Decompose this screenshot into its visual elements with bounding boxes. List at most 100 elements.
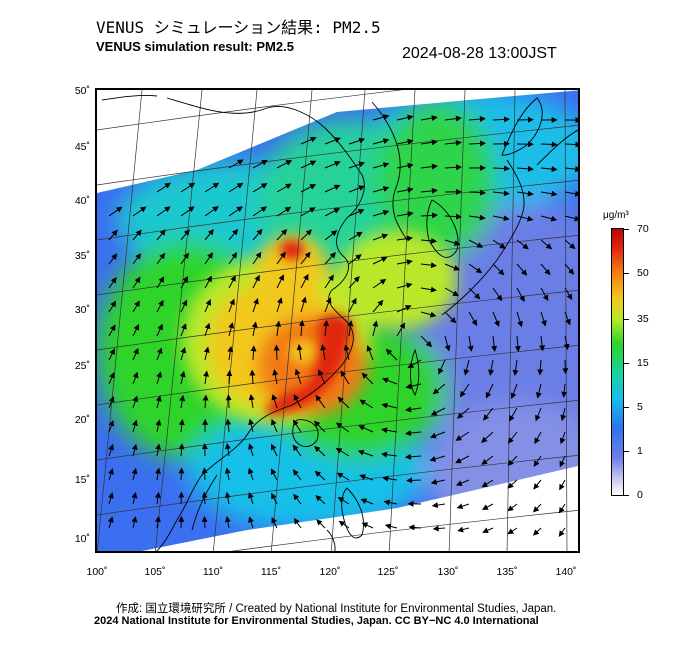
wind-arrow xyxy=(539,335,546,352)
wind-arrow xyxy=(559,431,566,445)
wind-arrow xyxy=(270,468,278,481)
wind-arrow xyxy=(338,520,350,529)
wind-arrow xyxy=(468,116,486,123)
wind-arrow xyxy=(560,407,567,422)
wind-arrow xyxy=(179,394,186,409)
wind-arrow xyxy=(314,445,326,457)
wind-arrow xyxy=(300,160,317,169)
wind-arrow xyxy=(533,455,542,467)
wind-arrow xyxy=(508,407,518,422)
wind-arrow xyxy=(156,371,162,385)
lat-label-15: 15˚ xyxy=(74,474,90,486)
wind-arrow xyxy=(293,394,302,409)
lat-label-45: 45˚ xyxy=(74,141,90,153)
wind-arrow xyxy=(382,377,398,385)
wind-arrow xyxy=(467,335,474,352)
wind-arrow xyxy=(252,274,260,289)
wind-arrow xyxy=(507,455,518,467)
wind-arrow xyxy=(537,359,544,376)
wind-arrow xyxy=(372,186,390,193)
wind-arrow xyxy=(507,479,518,489)
wind-arrow xyxy=(228,322,235,337)
wind-arrow xyxy=(132,206,147,217)
wind-arrow xyxy=(336,472,350,481)
wind-arrow xyxy=(226,370,233,385)
wind-arrow xyxy=(359,399,374,409)
wind-arrow xyxy=(180,346,187,361)
copyright-line: 2024 National Institute for Environmenta… xyxy=(94,615,539,627)
wind-arrow xyxy=(108,276,117,289)
wind-arrow xyxy=(396,138,414,145)
wind-arrow xyxy=(201,467,208,481)
wind-arrow xyxy=(248,394,255,409)
wind-arrow xyxy=(335,447,350,457)
wind-arrow xyxy=(558,527,566,537)
wind-arrow xyxy=(132,300,140,313)
wind-arrow xyxy=(180,206,195,217)
wind-arrow xyxy=(156,252,166,265)
wind-arrow xyxy=(108,419,115,433)
wind-arrow xyxy=(251,321,258,337)
wind-arrow xyxy=(463,359,470,376)
wind-arrow xyxy=(516,311,523,328)
wind-arrow xyxy=(468,287,481,300)
wind-arrow xyxy=(396,322,406,337)
wind-arrow xyxy=(300,184,317,193)
colorbar-tick-70: 70 xyxy=(637,223,649,235)
lat-label-35: 35˚ xyxy=(74,250,90,262)
wind-arrow xyxy=(492,190,510,197)
wind-arrow xyxy=(455,479,470,486)
wind-arrow xyxy=(202,394,209,409)
wind-arrow xyxy=(488,359,495,376)
wind-arrow xyxy=(271,393,278,409)
wind-arrow xyxy=(429,431,446,439)
wind-arrow xyxy=(372,162,390,169)
wind-arrow xyxy=(276,297,283,313)
wind-arrow xyxy=(396,186,414,193)
wind-arrow xyxy=(180,182,196,193)
wind-arrow xyxy=(455,431,470,441)
wind-arrow xyxy=(320,344,327,361)
wind-arrow xyxy=(324,161,341,169)
wind-arrow xyxy=(292,419,302,433)
wind-arrow xyxy=(248,443,254,457)
wind-arrow xyxy=(564,311,571,326)
wind-arrow xyxy=(248,418,255,433)
wind-arrow xyxy=(420,311,437,318)
wind-arrow xyxy=(444,139,462,146)
wind-arrow xyxy=(533,503,542,513)
wind-arrow xyxy=(335,422,350,433)
wind-vector-field xyxy=(107,114,578,537)
concentration-field xyxy=(97,90,578,551)
wind-arrow xyxy=(516,165,534,172)
wind-arrow xyxy=(559,479,566,491)
wind-arrow xyxy=(361,372,374,385)
wind-arrow xyxy=(396,235,413,242)
wind-arrow xyxy=(348,297,357,313)
wind-arrow xyxy=(372,320,379,337)
wind-arrow xyxy=(180,323,187,337)
wind-arrow xyxy=(372,299,384,313)
wind-arrow xyxy=(429,455,446,462)
lon-label-110: 110˚ xyxy=(202,566,224,578)
wind-arrow xyxy=(420,286,437,293)
wind-arrow xyxy=(156,276,165,289)
wind-arrow xyxy=(132,324,140,337)
colorbar-tickmark xyxy=(624,229,629,230)
wind-arrow xyxy=(178,419,185,433)
wind-arrow xyxy=(535,407,542,422)
wind-arrow xyxy=(224,467,231,481)
wind-arrow xyxy=(204,182,220,193)
wind-arrow xyxy=(132,253,142,265)
wind-arrow xyxy=(276,183,292,193)
wind-arrow xyxy=(507,431,518,444)
colorbar-unit: μg/m³ xyxy=(603,210,629,221)
wind-arrow xyxy=(276,251,286,265)
wind-arrow xyxy=(481,479,494,488)
wind-arrow xyxy=(252,159,268,169)
wind-arrow xyxy=(228,182,244,193)
wind-arrow xyxy=(516,215,534,222)
wind-arrow xyxy=(340,370,350,385)
wind-arrow xyxy=(224,516,231,529)
wind-arrow xyxy=(337,496,350,505)
